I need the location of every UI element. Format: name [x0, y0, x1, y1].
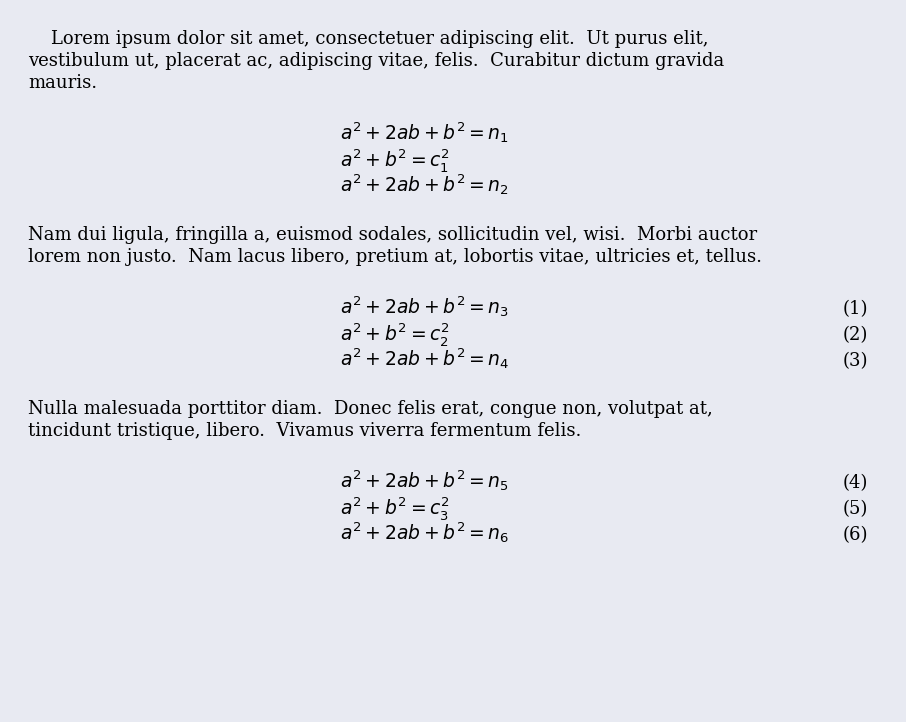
Text: $a^2 + 2ab + b^2 = n_5$: $a^2 + 2ab + b^2 = n_5$	[340, 469, 509, 493]
Text: Nam dui ligula, fringilla a, euismod sodales, sollicitudin vel, wisi.  Morbi auc: Nam dui ligula, fringilla a, euismod sod…	[28, 226, 757, 244]
Text: $a^2 + 2ab + b^2 = n_3$: $a^2 + 2ab + b^2 = n_3$	[340, 295, 509, 319]
Text: $a^2 + b^2 = c_1^2$: $a^2 + b^2 = c_1^2$	[340, 147, 450, 173]
Text: mauris.: mauris.	[28, 74, 97, 92]
Text: Nulla malesuada porttitor diam.  Donec felis erat, congue non, volutpat at,: Nulla malesuada porttitor diam. Donec fe…	[28, 400, 713, 418]
Text: $a^2 + 2ab + b^2 = n_1$: $a^2 + 2ab + b^2 = n_1$	[340, 121, 509, 145]
Text: lorem non justo.  Nam lacus libero, pretium at, lobortis vitae, ultricies et, te: lorem non justo. Nam lacus libero, preti…	[28, 248, 762, 266]
Text: tincidunt tristique, libero.  Vivamus viverra fermentum felis.: tincidunt tristique, libero. Vivamus viv…	[28, 422, 582, 440]
Text: $a^2 + b^2 = c_3^2$: $a^2 + b^2 = c_3^2$	[340, 495, 450, 521]
Text: Lorem ipsum dolor sit amet, consectetuer adipiscing elit.  Ut purus elit,: Lorem ipsum dolor sit amet, consectetuer…	[28, 30, 708, 48]
Text: $a^2 + 2ab + b^2 = n_2$: $a^2 + 2ab + b^2 = n_2$	[340, 173, 509, 197]
Text: $a^2 + 2ab + b^2 = n_4$: $a^2 + 2ab + b^2 = n_4$	[340, 347, 509, 371]
Text: (4): (4)	[843, 474, 868, 492]
Text: (3): (3)	[843, 352, 868, 370]
Text: vestibulum ut, placerat ac, adipiscing vitae, felis.  Curabitur dictum gravida: vestibulum ut, placerat ac, adipiscing v…	[28, 52, 724, 70]
Text: (5): (5)	[843, 500, 868, 518]
Text: $a^2 + 2ab + b^2 = n_6$: $a^2 + 2ab + b^2 = n_6$	[340, 521, 509, 545]
Text: (2): (2)	[843, 326, 868, 344]
Text: (1): (1)	[843, 300, 868, 318]
Text: (6): (6)	[843, 526, 868, 544]
Text: $a^2 + b^2 = c_2^2$: $a^2 + b^2 = c_2^2$	[340, 321, 450, 347]
